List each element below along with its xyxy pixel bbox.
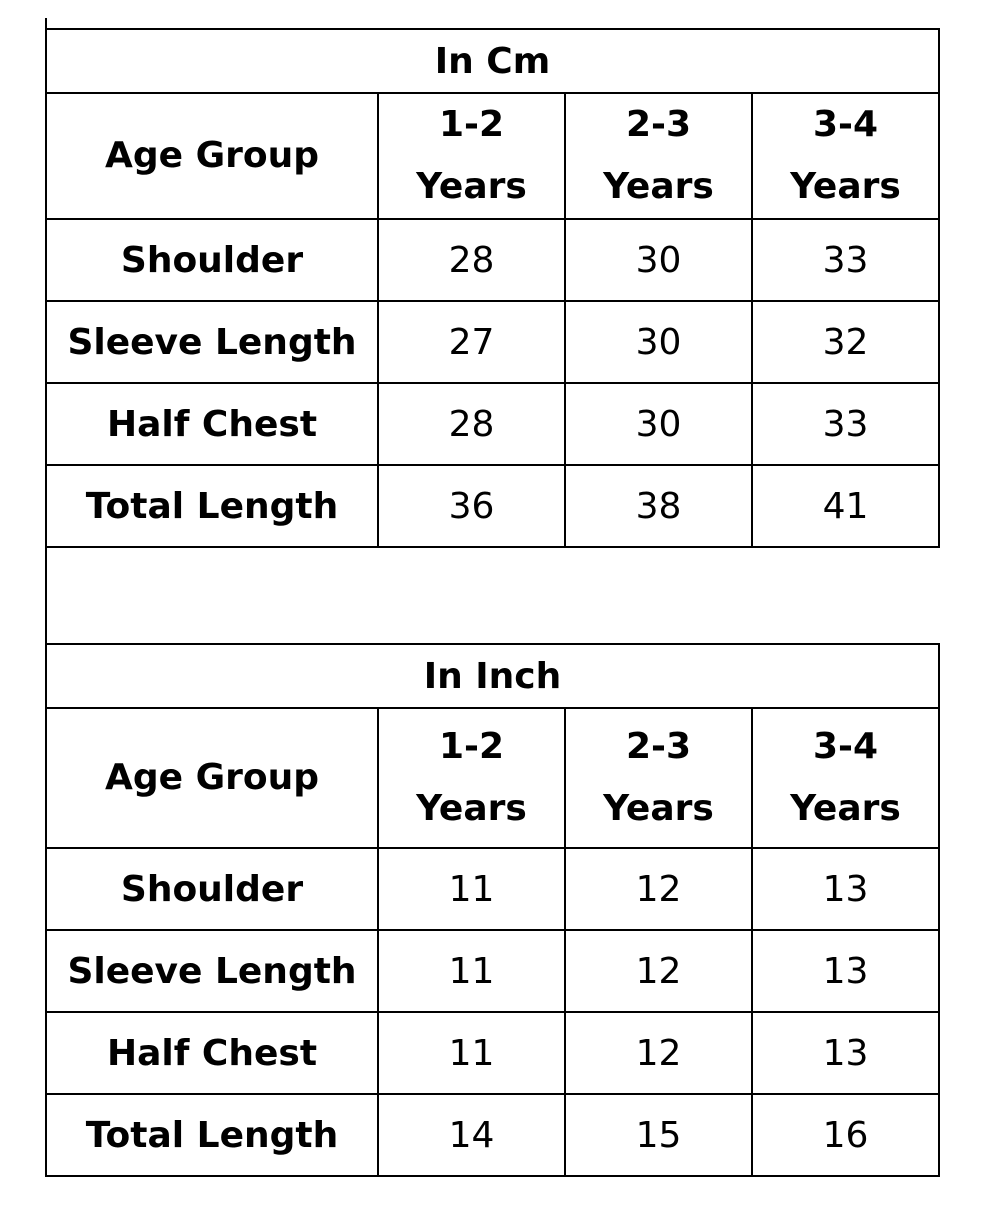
value-cell: 28 — [377, 218, 566, 302]
column-header: 3-4 Years — [751, 707, 940, 849]
row-label: Shoulder — [45, 218, 379, 302]
value-cell: 13 — [751, 929, 940, 1013]
value-cell: 30 — [564, 382, 753, 466]
table-row: Half Chest 28 30 33 — [45, 382, 940, 466]
value-cell: 11 — [377, 847, 566, 931]
value-cell: 36 — [377, 464, 566, 548]
value-cell: 13 — [751, 847, 940, 931]
table-row: Shoulder 11 12 13 — [45, 847, 940, 931]
size-chart-cm-table: In Cm Age Group 1-2 Years 2-3 Years 3-4 … — [45, 28, 940, 548]
row-label: Shoulder — [45, 847, 379, 931]
value-cell: 33 — [751, 218, 940, 302]
value-cell: 33 — [751, 382, 940, 466]
unit-title-row: In Cm — [45, 28, 940, 94]
row-label: Sleeve Length — [45, 929, 379, 1013]
value-cell: 30 — [564, 300, 753, 384]
value-cell: 12 — [564, 847, 753, 931]
column-header-range: 1-2 — [438, 726, 505, 767]
value-cell: 13 — [751, 1011, 940, 1095]
value-cell: 11 — [377, 1011, 566, 1095]
age-group-header: Age Group — [45, 92, 379, 220]
row-label: Total Length — [45, 464, 379, 548]
size-chart-inch-table: In Inch Age Group 1-2 Years 2-3 Years 3-… — [45, 643, 940, 1177]
unit-title: In Inch — [45, 643, 940, 709]
value-cell: 16 — [751, 1093, 940, 1177]
value-cell: 30 — [564, 218, 753, 302]
column-header-unit: Years — [416, 166, 527, 207]
column-header-unit: Years — [603, 166, 714, 207]
value-cell: 41 — [751, 464, 940, 548]
column-header: 2-3 Years — [564, 92, 753, 220]
unit-title: In Cm — [45, 28, 940, 94]
table-row: Shoulder 28 30 33 — [45, 218, 940, 302]
value-cell: 14 — [377, 1093, 566, 1177]
header-row: Age Group 1-2 Years 2-3 Years 3-4 Years — [45, 92, 940, 220]
table-row: Half Chest 11 12 13 — [45, 1011, 940, 1095]
row-label: Sleeve Length — [45, 300, 379, 384]
value-cell: 12 — [564, 929, 753, 1013]
column-header-range: 2-3 — [625, 726, 692, 767]
row-label: Half Chest — [45, 382, 379, 466]
table-row: Total Length 36 38 41 — [45, 464, 940, 548]
column-header-unit: Years — [603, 788, 714, 829]
value-cell: 12 — [564, 1011, 753, 1095]
column-header: 2-3 Years — [564, 707, 753, 849]
table-row: Sleeve Length 27 30 32 — [45, 300, 940, 384]
value-cell: 11 — [377, 929, 566, 1013]
row-label: Half Chest — [45, 1011, 379, 1095]
column-header-unit: Years — [790, 166, 901, 207]
column-header: 1-2 Years — [377, 92, 566, 220]
column-header-range: 3-4 — [812, 104, 879, 145]
unit-title-row: In Inch — [45, 643, 940, 709]
value-cell: 15 — [564, 1093, 753, 1177]
table-row: Total Length 14 15 16 — [45, 1093, 940, 1177]
value-cell: 27 — [377, 300, 566, 384]
column-header-unit: Years — [790, 788, 901, 829]
age-group-header: Age Group — [45, 707, 379, 849]
column-header-range: 1-2 — [438, 104, 505, 145]
column-header: 3-4 Years — [751, 92, 940, 220]
column-header-range: 3-4 — [812, 726, 879, 767]
value-cell: 38 — [564, 464, 753, 548]
column-header-range: 2-3 — [625, 104, 692, 145]
value-cell: 28 — [377, 382, 566, 466]
row-label: Total Length — [45, 1093, 379, 1177]
table-row: Sleeve Length 11 12 13 — [45, 929, 940, 1013]
header-row: Age Group 1-2 Years 2-3 Years 3-4 Years — [45, 707, 940, 849]
value-cell: 32 — [751, 300, 940, 384]
column-header: 1-2 Years — [377, 707, 566, 849]
column-header-unit: Years — [416, 788, 527, 829]
